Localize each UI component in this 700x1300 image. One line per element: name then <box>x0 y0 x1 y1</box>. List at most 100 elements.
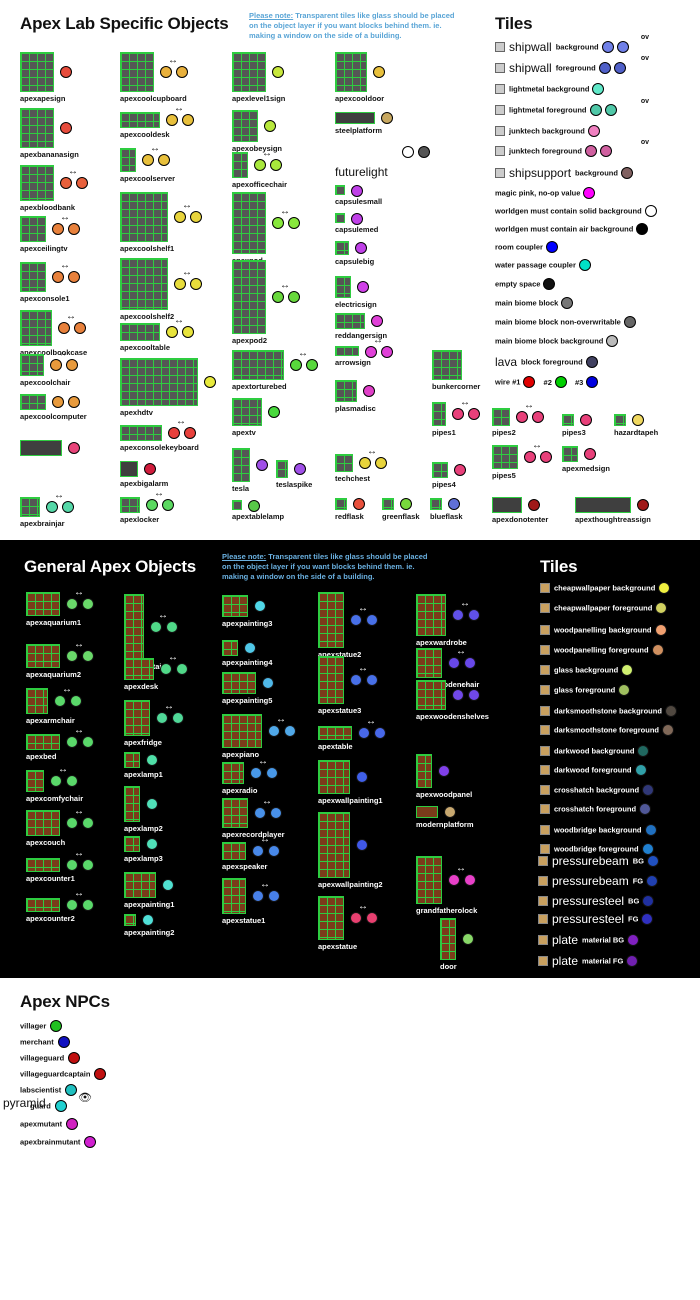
object-label: apexradio <box>222 786 258 795</box>
color-swatch <box>621 664 634 676</box>
color-swatch <box>70 695 82 707</box>
color-swatch <box>357 281 369 293</box>
object-label: hazardtapeh <box>614 428 659 437</box>
flip-arrow-icon: ↔ <box>168 652 178 663</box>
npc-color-swatch <box>65 1084 78 1096</box>
flip-arrow-icon: ↔ <box>258 756 268 767</box>
flip-arrow-icon: ↔ <box>58 764 68 775</box>
object-label: apexcooldesk <box>120 130 170 139</box>
object-entry: redflask <box>335 498 435 548</box>
object-label: apexcoolcupboard <box>120 94 187 103</box>
tile-label: lightmetal foreground <box>509 105 587 115</box>
tile-label: BG <box>632 856 644 866</box>
general-note: Please note: Transparent tiles like glas… <box>222 552 437 582</box>
color-swatch <box>158 154 170 166</box>
object-entry: pipes1 ↔ <box>432 398 532 452</box>
tile-row: water passage coupler <box>495 259 695 275</box>
tile-icon <box>538 876 548 886</box>
color-swatch <box>462 933 474 945</box>
object-sprite <box>124 752 140 768</box>
tile-row: darkwood background <box>540 745 700 761</box>
object-sprite <box>335 52 367 92</box>
object-entry: capsulebig <box>335 241 435 291</box>
color-swatch <box>156 712 168 724</box>
tile-icon <box>540 825 550 835</box>
color-swatch <box>166 114 178 126</box>
object-sprite <box>335 346 359 356</box>
object-label: apexdonotenter <box>492 515 549 524</box>
color-swatch <box>634 764 647 776</box>
tile-row: pressuresteel BG <box>538 894 700 910</box>
object-label: apexwallpainting1 <box>318 796 383 805</box>
object-sprite <box>440 918 456 960</box>
flip-arrow-icon: ↔ <box>262 148 272 159</box>
object-label: apexcooltable <box>120 343 171 352</box>
tile-label: FG <box>628 914 639 924</box>
overlay-mark: ov <box>640 139 649 146</box>
object-sprite <box>276 460 288 478</box>
tile-row: shipwall foreground ov <box>495 55 695 77</box>
object-label: apexdesk <box>124 682 159 691</box>
object-sprite <box>124 594 144 660</box>
object-entry: apexcooldesk ↔ <box>120 104 220 162</box>
object-entry: apexlocker ↔ <box>120 489 220 547</box>
color-swatch <box>543 278 556 290</box>
color-swatch <box>270 159 282 171</box>
flip-arrow-icon: ↔ <box>280 206 290 217</box>
tile-row: shipsupport background <box>495 166 695 182</box>
tile-label: water passage coupler <box>495 260 576 270</box>
object-sprite <box>318 812 350 878</box>
color-swatch <box>351 185 363 197</box>
tile-icon <box>495 63 505 73</box>
flip-arrow-icon: ↔ <box>158 610 168 621</box>
flip-arrow-icon: ↔ <box>358 603 368 614</box>
object-sprite <box>120 323 160 341</box>
flip-arrow-icon: ↔ <box>460 598 470 609</box>
color-swatch <box>371 315 383 327</box>
color-swatch <box>182 114 194 126</box>
color-swatch <box>655 602 668 614</box>
flip-arrow-icon: ↔ <box>456 863 466 874</box>
tile-row: worldgen must contain air background <box>495 223 695 239</box>
object-label: apexspeaker <box>222 862 268 871</box>
color-swatch <box>160 66 172 78</box>
flip-arrow-icon: ↔ <box>280 280 290 291</box>
color-swatch <box>256 459 268 471</box>
color-swatch <box>468 408 480 420</box>
object-label: apexlocker <box>120 515 160 524</box>
object-sprite <box>222 798 248 828</box>
npc-color-swatch <box>50 1020 63 1032</box>
flip-arrow-icon: ↔ <box>74 639 84 650</box>
color-swatch <box>268 725 280 737</box>
object-label: apexpod2 <box>232 336 268 345</box>
color-swatch <box>616 41 629 53</box>
tile-name: pressurebeam <box>552 874 629 888</box>
npc-label: labscientist <box>20 1085 62 1095</box>
object-sprite <box>432 402 446 426</box>
object-label: apexpiano <box>222 750 260 759</box>
color-swatch <box>641 843 654 855</box>
object-entry: apexbananasign <box>20 108 120 159</box>
tile-row: junktech background <box>495 125 695 141</box>
color-swatch <box>599 145 612 157</box>
object-entry: door <box>440 918 540 971</box>
flip-arrow-icon: ↔ <box>60 260 70 271</box>
object-sprite <box>335 454 353 472</box>
note-prefix: Please note: <box>222 552 267 561</box>
color-swatch <box>146 499 158 511</box>
color-swatch <box>438 765 450 777</box>
overlay-mark: ov <box>640 98 649 105</box>
color-swatch <box>252 845 264 857</box>
object-entry: apexpainting2 <box>124 914 224 964</box>
flip-arrow-icon: ↔ <box>298 348 308 359</box>
color-swatch <box>272 217 284 229</box>
object-sprite <box>124 872 156 898</box>
tile-name: plate <box>552 933 579 947</box>
flip-arrow-icon: ↔ <box>260 879 270 890</box>
flip-arrow-icon: ↔ <box>60 212 70 223</box>
object-sprite <box>124 836 140 852</box>
object-label: apexcouch <box>26 838 66 847</box>
wire3-label: #3 <box>574 377 584 387</box>
object-label: apexceilingtv <box>20 244 68 253</box>
lab-tiles-title: Tiles <box>495 14 533 33</box>
